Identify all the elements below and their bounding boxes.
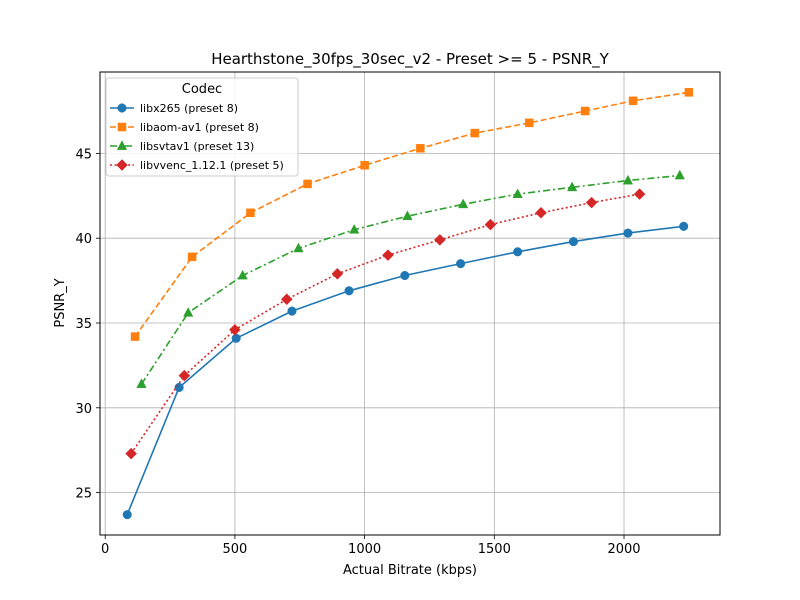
x-axis: 0 500 1000 1500 2000 xyxy=(101,535,641,557)
legend-label: libaom-av1 (preset 8) xyxy=(140,121,259,134)
data-point xyxy=(122,510,132,520)
data-point xyxy=(360,161,369,170)
legend-marker xyxy=(117,122,127,132)
data-point xyxy=(349,223,360,234)
data-point xyxy=(331,267,344,280)
data-point xyxy=(674,169,685,180)
x-tick-label: 2000 xyxy=(607,542,640,557)
data-point xyxy=(287,306,297,316)
data-point xyxy=(293,242,304,253)
y-axis: 25 30 35 40 45 xyxy=(75,147,100,502)
data-point xyxy=(174,382,184,393)
legend-item: libsvtav1 (preset 13) xyxy=(110,140,254,153)
y-axis-title: PSNR_Y xyxy=(53,278,68,327)
data-point xyxy=(187,252,197,262)
plot-frame xyxy=(99,71,721,536)
data-point xyxy=(400,270,410,281)
legend-marker xyxy=(116,159,128,171)
legend-marker xyxy=(116,140,128,150)
x-tick-label: 500 xyxy=(222,542,247,557)
data-point xyxy=(178,369,191,382)
data-point xyxy=(402,210,413,221)
data-point xyxy=(433,234,446,246)
data-point xyxy=(512,188,523,198)
data-point xyxy=(416,144,425,153)
legend-label: libvvenc_1.12.1 (preset 5) xyxy=(140,159,284,172)
data-point xyxy=(125,447,137,460)
legend-box xyxy=(105,77,299,177)
chart-title: Hearthstone_30fps_30sec_v2 - Preset >= 5… xyxy=(211,50,609,69)
data-point xyxy=(622,174,634,185)
data-point xyxy=(303,179,312,189)
data-point xyxy=(231,333,241,343)
grid xyxy=(100,72,720,535)
legend: Codec libx265 (preset 8) libaom-av1 (prese… xyxy=(105,77,299,177)
data-point xyxy=(580,106,590,116)
x-axis-title: Actual Bitrate (kbps) xyxy=(343,563,477,578)
data-point xyxy=(525,118,534,128)
x-tick-label: 1000 xyxy=(348,542,381,557)
data-point xyxy=(280,293,293,306)
legend-item: libaom-av1 (preset 8) xyxy=(110,121,259,134)
series-1 xyxy=(122,221,689,520)
data-point xyxy=(229,323,241,336)
legend-label: libsvtav1 (preset 13) xyxy=(140,140,254,153)
data-point xyxy=(535,206,547,219)
data-point xyxy=(567,181,578,192)
data-point xyxy=(344,286,354,296)
data-point xyxy=(628,96,638,106)
legend-item: libx265 (preset 8) xyxy=(110,102,238,115)
y-tick-label: 40 xyxy=(75,232,92,247)
y-tick-label: 30 xyxy=(75,402,92,417)
data-point xyxy=(513,247,523,257)
legend-marker xyxy=(117,103,127,113)
data-point xyxy=(237,269,248,280)
x-tick-label: 0 xyxy=(101,542,109,557)
series-3 xyxy=(136,169,685,388)
legend-item: libvvenc_1.12.1 (preset 5) xyxy=(110,159,284,172)
data-point xyxy=(633,188,646,200)
data-point xyxy=(623,228,633,238)
data-point xyxy=(684,88,694,97)
y-tick-label: 25 xyxy=(75,487,92,502)
series-4 xyxy=(125,188,646,460)
data-point xyxy=(183,307,194,317)
data-point xyxy=(130,332,140,341)
legend-title: Codec xyxy=(182,82,222,97)
data-point xyxy=(136,378,147,388)
series-2 xyxy=(130,88,694,341)
data-point xyxy=(568,237,578,247)
series-layer xyxy=(122,88,694,520)
legend-label: libx265 (preset 8) xyxy=(140,102,238,115)
y-tick-label: 35 xyxy=(75,317,92,332)
x-tick-label: 1500 xyxy=(478,542,511,557)
data-point xyxy=(585,196,598,209)
data-point xyxy=(246,208,255,218)
data-point xyxy=(484,218,497,231)
data-point xyxy=(470,128,480,138)
data-point xyxy=(382,249,394,262)
data-point xyxy=(456,259,466,269)
data-point xyxy=(458,198,469,209)
y-tick-label: 45 xyxy=(75,147,92,162)
data-point xyxy=(679,221,689,231)
